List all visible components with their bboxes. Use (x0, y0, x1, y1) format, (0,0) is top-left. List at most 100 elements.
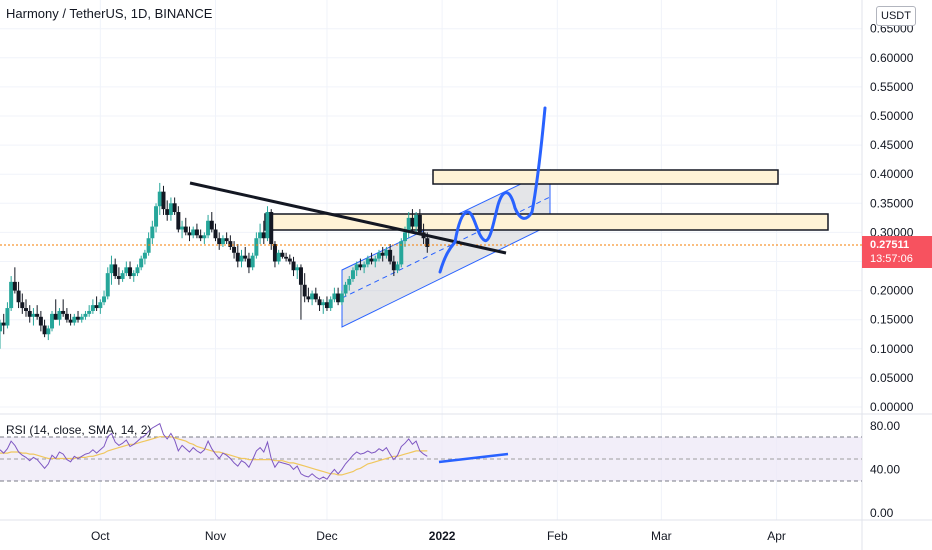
candle-body (94, 305, 99, 309)
candle-body (113, 264, 118, 277)
candle-body (306, 296, 311, 300)
candle-body (384, 249, 389, 256)
candle-body (380, 252, 385, 256)
candle-body (250, 255, 255, 268)
current-price-value: 0.27511 (870, 239, 910, 251)
current-price-tag: 0.27511 13:57:06 (862, 236, 932, 268)
candle-body (332, 293, 337, 300)
candle-body (376, 252, 381, 259)
candle-body (109, 264, 114, 274)
candle-body (310, 293, 315, 300)
candle-body (191, 229, 196, 236)
candle-body (291, 261, 296, 271)
candle-body (284, 256, 289, 259)
candle-body (406, 217, 411, 233)
candle-body (61, 310, 66, 314)
rsi-indicator-label[interactable]: RSI (14, close, SMA, 14, 2) (6, 423, 152, 437)
candle-body (50, 313, 55, 329)
candle-body (87, 310, 92, 314)
time-tick-label: Oct (91, 529, 110, 543)
price-tick-label: 0.00000 (870, 400, 914, 414)
candle-body (35, 313, 40, 317)
candle-countdown: 13:57:06 (870, 253, 913, 265)
candle-body (68, 319, 73, 323)
candle-body (425, 238, 430, 247)
candle-body (157, 191, 162, 207)
price-tick-label: 0.60000 (870, 51, 914, 65)
forecast-path[interactable] (438, 106, 547, 274)
candle-body (76, 316, 81, 320)
candle-body (258, 232, 263, 239)
candle-body (339, 293, 344, 303)
candle-body (98, 302, 103, 309)
price-tick-label: 0.30000 (870, 225, 914, 239)
price-tick-label: 0.45000 (870, 138, 914, 152)
candle-body (336, 293, 341, 303)
descending-trendline[interactable] (189, 181, 507, 255)
rsi-tick-label: 0.00 (870, 506, 894, 520)
time-tick-label: 2022 (429, 529, 456, 543)
time-tick-label: Apr (767, 529, 786, 543)
candle-body (165, 209, 170, 215)
candle-body (317, 299, 322, 306)
candle-body (213, 229, 218, 239)
price-tick-label: 0.15000 (870, 313, 914, 327)
candle-body (198, 235, 203, 239)
candle-body (9, 281, 14, 309)
candle-body (154, 206, 159, 227)
rsi-divergence-line[interactable] (438, 452, 509, 464)
currency-button[interactable]: USDT (876, 6, 916, 26)
candle-body (272, 244, 277, 262)
candle-body (265, 212, 270, 239)
candle-body (79, 316, 84, 320)
price-tick-label: 0.40000 (870, 167, 914, 181)
candle-body (287, 258, 292, 262)
candle-body (295, 267, 300, 271)
candle-body (12, 281, 17, 291)
candle-body (395, 264, 400, 271)
candle-body (90, 305, 95, 311)
candle-body (298, 267, 303, 285)
candle-body (131, 273, 136, 277)
candle-body (24, 308, 29, 311)
candle-body (239, 255, 244, 262)
price-tick-label: 0.05000 (870, 371, 914, 385)
candle-body (220, 238, 225, 245)
candle-body (64, 313, 69, 320)
candle-body (224, 238, 229, 242)
candle-body (0, 322, 2, 332)
candle-body (202, 235, 207, 239)
candle-body (280, 252, 285, 257)
price-tick-label: 0.35000 (870, 196, 914, 210)
time-tick-label: Mar (651, 529, 672, 543)
candle-body (324, 302, 329, 309)
candle-body (328, 299, 333, 309)
time-tick-label: Feb (547, 529, 568, 543)
candle-body (402, 232, 407, 242)
candle-body (31, 313, 36, 317)
candle-body (209, 220, 214, 230)
ascending-channel[interactable] (341, 169, 551, 328)
candle-body (347, 278, 352, 285)
candle-body (417, 214, 422, 233)
resistance-zone-lower[interactable] (264, 213, 829, 231)
candle-body (187, 232, 192, 236)
candle-body (168, 203, 173, 215)
candle-body (232, 246, 237, 253)
candle-body (391, 261, 396, 271)
candle-body (254, 238, 259, 256)
candle-body (414, 214, 419, 227)
candle-body (150, 226, 155, 239)
candle-body (16, 290, 21, 303)
candle-body (217, 238, 222, 245)
candle-body (38, 316, 43, 326)
price-tick-label: 0.20000 (870, 284, 914, 298)
candle-body (354, 264, 359, 271)
candle-body (343, 284, 348, 294)
chart-title: Harmony / TetherUS, 1D, BINANCE (6, 6, 213, 21)
candle-body (246, 258, 251, 268)
resistance-zone-upper[interactable] (432, 169, 779, 185)
candle-body (176, 212, 181, 230)
candle-body (410, 217, 415, 227)
